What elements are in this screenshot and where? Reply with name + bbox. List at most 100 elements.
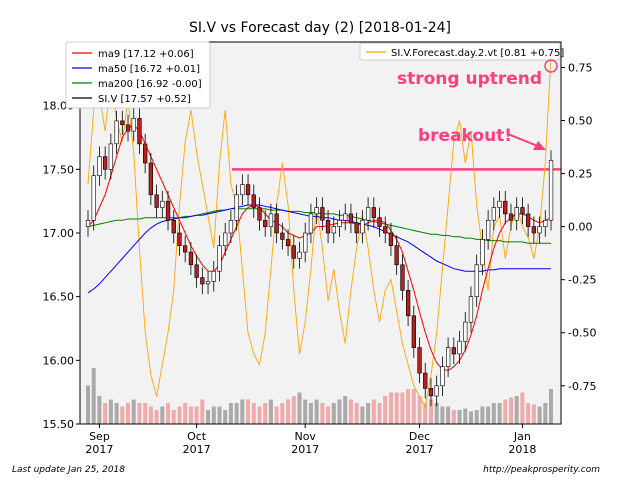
volume-bar <box>503 399 508 424</box>
volume-bar <box>200 399 205 424</box>
volume-bar <box>86 385 90 424</box>
candle-body <box>280 232 285 240</box>
volume-bar <box>463 408 468 424</box>
candle-body <box>274 213 279 234</box>
candle-body <box>331 226 337 234</box>
volume-bar <box>417 396 422 424</box>
candle-body <box>520 207 525 215</box>
candle-body <box>188 251 194 266</box>
volume-bar <box>234 403 239 424</box>
candle-body <box>503 200 508 215</box>
volume-bar <box>274 406 279 424</box>
volume-bar <box>166 403 170 424</box>
candle-body <box>474 264 479 297</box>
candle-body <box>445 347 451 368</box>
candle-body <box>463 321 468 342</box>
legend-left: ma9 [17.12 +0.06] ma50 [16.72 +0.01] ma2… <box>65 41 211 109</box>
candle-body <box>297 251 302 259</box>
candle-body <box>508 213 514 221</box>
legend-right: SI.V.Forecast.day.2.vt [0.81 +0.75] <box>359 42 564 61</box>
volume-bar <box>480 406 485 424</box>
legend-ma50-label: ma50 [16.72 +0.01] <box>98 64 200 75</box>
volume-bar <box>429 399 433 424</box>
candle-body <box>405 289 411 317</box>
y-left-tick-label: 17.50 <box>43 163 75 176</box>
candle-body <box>114 120 119 145</box>
candle-body <box>525 213 531 227</box>
volume-bar <box>474 410 479 424</box>
y-left-tick-label: 16.50 <box>43 291 75 304</box>
volume-bar <box>137 403 142 424</box>
volume-bar <box>434 403 439 424</box>
volume-bar <box>394 392 399 424</box>
candle-body <box>108 143 114 170</box>
candle-body <box>377 217 382 227</box>
candle-body <box>337 220 342 228</box>
annotation-circle <box>544 59 558 73</box>
candle-body <box>143 143 148 164</box>
volume-bar <box>389 392 393 424</box>
candle-body <box>240 184 245 196</box>
legend-ma200-label: ma200 [16.92 -0.00] <box>98 79 202 90</box>
candle-body <box>154 194 159 208</box>
volume-bar <box>497 403 502 424</box>
candle-body <box>85 220 91 228</box>
volume-bar <box>440 406 445 424</box>
volume-bar <box>120 406 125 424</box>
volume-bar <box>148 406 153 424</box>
candle-body <box>131 118 136 132</box>
candle-body <box>211 270 216 282</box>
x-tick-month: Sep <box>89 430 110 443</box>
annotation-breakout-arrow <box>507 133 546 150</box>
candle-body <box>343 213 348 221</box>
volume-bar <box>366 403 371 424</box>
y-left-tick-label: 15.50 <box>43 418 75 431</box>
volume-bar <box>251 403 256 424</box>
candle-body <box>348 213 354 224</box>
annotation-strong-uptrend: strong uptrend <box>397 69 542 89</box>
ma50-line <box>87 204 551 294</box>
candle-body <box>457 340 462 355</box>
candle-body <box>320 207 325 221</box>
volume-bar <box>223 410 228 424</box>
y-right-tick-label: 0.75 <box>568 61 593 74</box>
volume-bar <box>451 410 456 424</box>
volume-bar <box>257 406 262 424</box>
volume-bar <box>326 406 331 424</box>
volume-bar <box>217 406 222 424</box>
candle-body <box>125 124 131 132</box>
candle-body <box>491 207 497 221</box>
volume-bar <box>383 396 388 424</box>
volume-bar <box>183 403 188 424</box>
volume-bar <box>263 403 268 424</box>
x-tick-year: 2017 <box>183 443 211 456</box>
candle-body <box>148 162 154 196</box>
candle-body <box>548 160 554 221</box>
legend-forecast-label: SI.V.Forecast.day.2.vt [0.81 +0.75] <box>391 48 564 59</box>
candle-body <box>394 245 399 266</box>
candle-body <box>411 315 417 348</box>
candle-body <box>480 239 485 266</box>
price-candles <box>85 108 554 407</box>
volume-bar <box>526 403 531 424</box>
volume-bar <box>143 403 148 424</box>
candle-body <box>165 200 171 221</box>
chart-title: SI.V vs Forecast day (2) [2018-01-24] <box>189 20 451 36</box>
footer-url: http://peakprosperity.com <box>483 465 600 475</box>
volume-bar <box>400 392 405 424</box>
volume-bar <box>348 399 353 424</box>
volume-bar <box>486 406 491 424</box>
volume-bar <box>246 399 250 424</box>
candle-body <box>485 220 491 240</box>
volume-bar <box>406 389 411 424</box>
candle-body <box>97 156 102 177</box>
volume-bar <box>97 396 102 424</box>
volume-bar <box>206 410 210 424</box>
candle-body <box>514 207 519 221</box>
candle-body <box>388 232 394 246</box>
volume-bar <box>103 403 108 424</box>
volume-bar <box>331 403 336 424</box>
volume-bar <box>354 403 359 424</box>
